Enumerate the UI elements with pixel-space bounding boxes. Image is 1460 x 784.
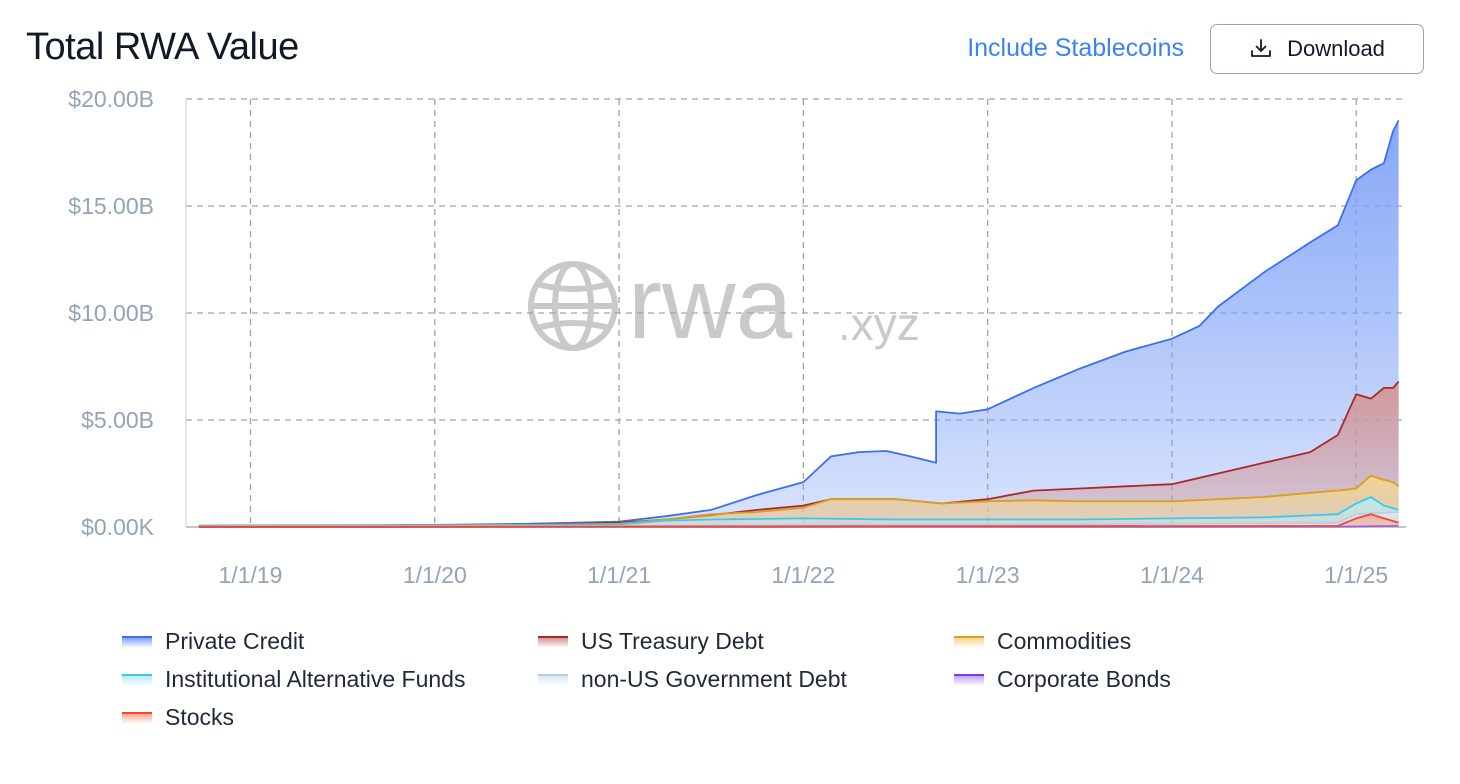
y-tick-label: $5.00B xyxy=(81,407,154,433)
include-stablecoins-toggle[interactable]: Include Stablecoins xyxy=(967,34,1184,62)
area-commodities xyxy=(198,475,1399,527)
legend-label: US Treasury Debt xyxy=(581,628,764,654)
legend-swatch xyxy=(122,673,152,686)
legend-item-commodities[interactable]: Commodities xyxy=(954,628,1131,655)
legend-item-stocks[interactable]: Stocks xyxy=(122,704,234,731)
y-tick-label: $10.00B xyxy=(68,300,154,326)
legend-label: Corporate Bonds xyxy=(997,666,1171,692)
legend-label: non-US Government Debt xyxy=(581,666,847,692)
legend-label: Stocks xyxy=(165,704,235,730)
x-tick-label: 1/1/24 xyxy=(1140,562,1204,588)
y-tick-label: $20.00B xyxy=(68,86,154,112)
legend-swatch xyxy=(122,711,152,724)
legend-swatch xyxy=(538,635,568,648)
download-icon xyxy=(1251,39,1271,57)
chart-title: Total RWA Value xyxy=(26,26,299,68)
legend-item-private-credit[interactable]: Private Credit xyxy=(122,628,304,655)
legend-item-non-us-government-debt[interactable]: non-US Government Debt xyxy=(538,666,847,693)
area-us-treasury-debt xyxy=(198,381,1399,527)
area-private-credit xyxy=(198,120,1399,528)
y-tick-label: $15.00B xyxy=(68,193,154,219)
legend-label: Commodities xyxy=(997,628,1132,654)
legend-swatch xyxy=(954,673,984,686)
legend-label: Private Credit xyxy=(165,628,305,654)
chart-areas xyxy=(198,119,1400,528)
line-commodities xyxy=(198,474,1400,527)
legend-swatch xyxy=(954,635,984,648)
legend-swatch xyxy=(538,673,568,686)
legend-item-corporate-bonds[interactable]: Corporate Bonds xyxy=(954,666,1171,693)
line-institutional-alternative-funds xyxy=(198,496,1399,527)
x-tick-label: 1/1/22 xyxy=(771,562,835,588)
y-axis: $0.00K $5.00B $10.00B $15.00B $20.00B xyxy=(68,86,187,540)
x-tick-label: 1/1/25 xyxy=(1324,562,1388,588)
watermark-suffix: .xyz xyxy=(838,298,920,350)
download-label: Download xyxy=(1287,36,1385,61)
watermark-text: rwa xyxy=(628,246,793,360)
legend-item-institutional-alternative-funds[interactable]: Institutional Alternative Funds xyxy=(122,666,465,693)
legend-swatch xyxy=(122,635,152,648)
line-private-credit xyxy=(198,119,1400,527)
rwa-area-chart: rwa .xyz $0.00K $5.00B $10.00B $15.00B $20.0… xyxy=(68,86,1406,588)
globe-icon xyxy=(528,261,618,351)
y-tick-label: $0.00K xyxy=(81,514,155,540)
rwa-watermark: rwa .xyz xyxy=(528,246,920,360)
x-axis: 1/1/19 1/1/20 1/1/21 1/1/22 1/1/23 1/1/24 1/1/… xyxy=(219,562,1389,588)
x-tick-label: 1/1/23 xyxy=(956,562,1020,588)
x-tick-label: 1/1/21 xyxy=(587,562,651,588)
line-stocks xyxy=(198,513,1399,528)
legend-label: Institutional Alternative Funds xyxy=(165,666,466,692)
download-button[interactable]: Download xyxy=(1210,24,1424,74)
x-tick-label: 1/1/19 xyxy=(219,562,283,588)
x-tick-label: 1/1/20 xyxy=(403,562,467,588)
legend-item-us-treasury-debt[interactable]: US Treasury Debt xyxy=(538,628,764,655)
